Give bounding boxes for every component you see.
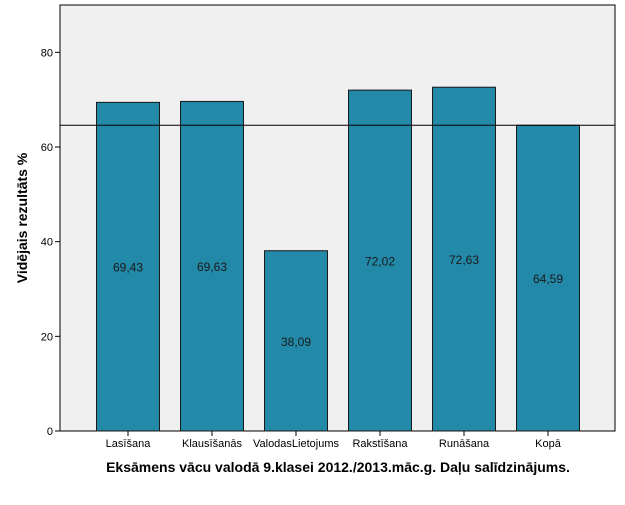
- x-tick-label-5: Runāšana: [439, 438, 490, 450]
- data-label-4: 72,02: [365, 255, 395, 269]
- bar-1: [96, 101, 160, 432]
- y-axis-title: Vidējais rezultāts %: [14, 152, 30, 283]
- y-tick-label-3: 40: [41, 237, 53, 249]
- bar-4: [348, 89, 412, 432]
- data-label-5: 72,63: [449, 253, 479, 267]
- x-tick-label-3: ValodasLietojums: [253, 438, 340, 450]
- y-tick-label-1: 0: [47, 426, 53, 438]
- bar-3: [264, 250, 328, 432]
- x-tick-label-6: Kopā: [535, 438, 562, 450]
- x-tick-label-2: Klausīšanās: [182, 438, 242, 450]
- x-axis-title: Eksāmens vācu valodā 9.klasei 2012./2013…: [106, 459, 570, 475]
- data-label-3: 38,09: [281, 335, 311, 349]
- x-tick-label-4: Rakstīšana: [352, 438, 408, 450]
- y-tick-label-2: 20: [41, 331, 53, 343]
- data-label-1: 69,43: [113, 261, 143, 275]
- data-label-6: 64,59: [533, 272, 563, 286]
- y-tick-label-5: 80: [41, 47, 53, 59]
- bar-5: [432, 86, 496, 432]
- bar-2: [180, 100, 244, 432]
- data-label-2: 69,63: [197, 260, 227, 274]
- y-tick-label-4: 60: [41, 142, 53, 154]
- x-tick-label-1: Lasīšana: [106, 438, 152, 450]
